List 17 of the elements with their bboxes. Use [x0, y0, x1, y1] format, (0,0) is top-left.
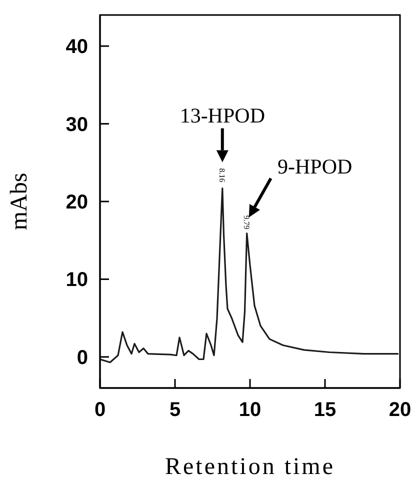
y-tick-label: 10: [66, 269, 88, 292]
line-series: [100, 187, 400, 364]
y-tick-label: 40: [66, 36, 88, 58]
annotation: 9.79: [242, 215, 252, 230]
x-axis-title: Retention time: [165, 454, 335, 480]
y-tick-label: 0: [76, 346, 88, 369]
annotation: 9-HPOD: [278, 154, 352, 178]
y-tick-label: 20: [66, 192, 88, 214]
x-tick-label: 5: [169, 399, 181, 421]
x-tick-label: 0: [94, 399, 106, 421]
annotation: 8.16: [218, 168, 227, 182]
annotation: 13-HPOD: [180, 103, 265, 128]
y-tick-label: 30: [66, 114, 88, 136]
x-tick-label: 10: [238, 399, 262, 421]
x-tick-label: 15: [314, 399, 336, 421]
y-axis-title: mAbs: [6, 172, 33, 230]
x-tick-label: 20: [388, 399, 412, 421]
